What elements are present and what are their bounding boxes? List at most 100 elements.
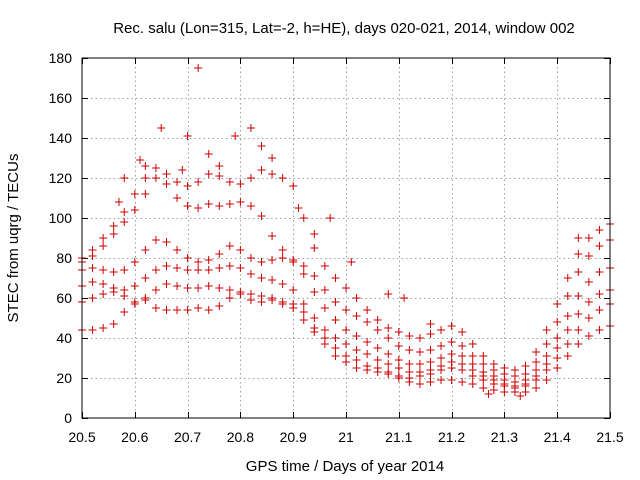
- data-point: [236, 198, 245, 206]
- data-point: [310, 244, 319, 252]
- data-point: [415, 348, 424, 356]
- data-point: [500, 364, 509, 372]
- data-point: [415, 360, 424, 368]
- data-point: [204, 266, 213, 274]
- data-point: [204, 200, 213, 208]
- data-point: [183, 284, 192, 292]
- data-point: [426, 358, 435, 366]
- data-point: [458, 360, 467, 368]
- data-point: [130, 298, 139, 306]
- data-point: [342, 326, 350, 334]
- data-point: [479, 384, 488, 392]
- data-point: [299, 300, 308, 308]
- data-point: [246, 290, 255, 298]
- data-point: [236, 264, 245, 272]
- data-point: [109, 230, 118, 238]
- axis-ticks: 20.5 20.6 20.7 20.8 20.9 21 21.1 21.2 21.3 21.4 21…: [49, 50, 624, 445]
- y-tick-label: 80: [56, 250, 72, 266]
- data-point: [331, 316, 340, 324]
- data-point: [426, 320, 435, 328]
- data-point: [521, 370, 530, 378]
- data-point: [310, 272, 319, 280]
- data-point: [320, 334, 329, 342]
- data-point: [489, 360, 498, 368]
- data-point: [405, 332, 414, 340]
- data-point: [204, 150, 213, 158]
- data-point: [246, 174, 255, 182]
- data-point: [173, 178, 182, 186]
- data-point: [394, 364, 403, 372]
- data-point: [173, 264, 182, 272]
- data-point: [120, 218, 129, 226]
- data-point: [204, 256, 213, 264]
- data-point: [120, 208, 129, 216]
- data-point: [294, 204, 303, 212]
- data-point: [183, 266, 192, 274]
- data-point: [320, 262, 329, 270]
- data-point: [194, 64, 203, 72]
- data-point: [120, 286, 129, 294]
- data-point: [595, 268, 604, 276]
- data-point: [151, 164, 160, 172]
- data-point: [532, 366, 541, 374]
- data-point: [426, 330, 435, 338]
- data-points: [78, 64, 614, 400]
- data-point: [521, 362, 530, 370]
- data-point: [595, 242, 604, 250]
- data-point: [130, 282, 139, 290]
- data-point: [542, 376, 551, 384]
- data-point: [405, 368, 414, 376]
- data-point: [563, 274, 572, 282]
- data-point: [162, 306, 171, 314]
- data-point: [299, 214, 308, 222]
- data-point: [109, 284, 118, 292]
- data-point: [384, 350, 393, 358]
- data-point: [342, 352, 350, 360]
- data-point: [510, 366, 519, 374]
- data-point: [331, 334, 340, 342]
- data-point: [99, 324, 108, 332]
- data-point: [194, 258, 203, 266]
- data-point: [162, 280, 171, 288]
- data-point: [194, 304, 203, 312]
- data-point: [130, 258, 139, 266]
- data-point: [99, 290, 108, 298]
- data-point: [320, 326, 329, 334]
- data-point: [584, 298, 593, 306]
- data-point: [363, 338, 372, 346]
- data-point: [310, 324, 319, 332]
- data-point: [595, 306, 604, 314]
- data-point: [225, 178, 234, 186]
- y-tick-label: 180: [49, 50, 73, 66]
- data-point: [352, 346, 361, 354]
- data-point: [437, 326, 446, 334]
- x-tick-label: 20.9: [280, 429, 307, 445]
- data-point: [141, 190, 150, 198]
- data-point: [183, 132, 192, 140]
- data-point: [320, 286, 329, 294]
- data-point: [400, 294, 409, 302]
- data-point: [415, 380, 424, 388]
- data-point: [88, 246, 97, 254]
- data-point: [310, 314, 319, 322]
- data-point: [299, 316, 308, 324]
- y-tick-label: 160: [49, 90, 73, 106]
- data-point: [151, 286, 160, 294]
- data-point: [257, 258, 266, 266]
- data-point: [109, 268, 118, 276]
- data-point: [88, 278, 97, 286]
- data-series: [114, 64, 583, 400]
- data-point: [363, 362, 372, 370]
- data-point: [595, 290, 604, 298]
- data-point: [278, 246, 287, 254]
- data-point: [278, 298, 287, 306]
- data-point: [141, 294, 150, 302]
- data-point: [394, 372, 403, 380]
- data-point: [151, 174, 160, 182]
- data-point: [405, 360, 414, 368]
- data-point: [173, 246, 182, 254]
- data-point: [289, 286, 298, 294]
- data-point: [426, 346, 435, 354]
- data-point: [225, 200, 234, 208]
- data-point: [183, 254, 192, 262]
